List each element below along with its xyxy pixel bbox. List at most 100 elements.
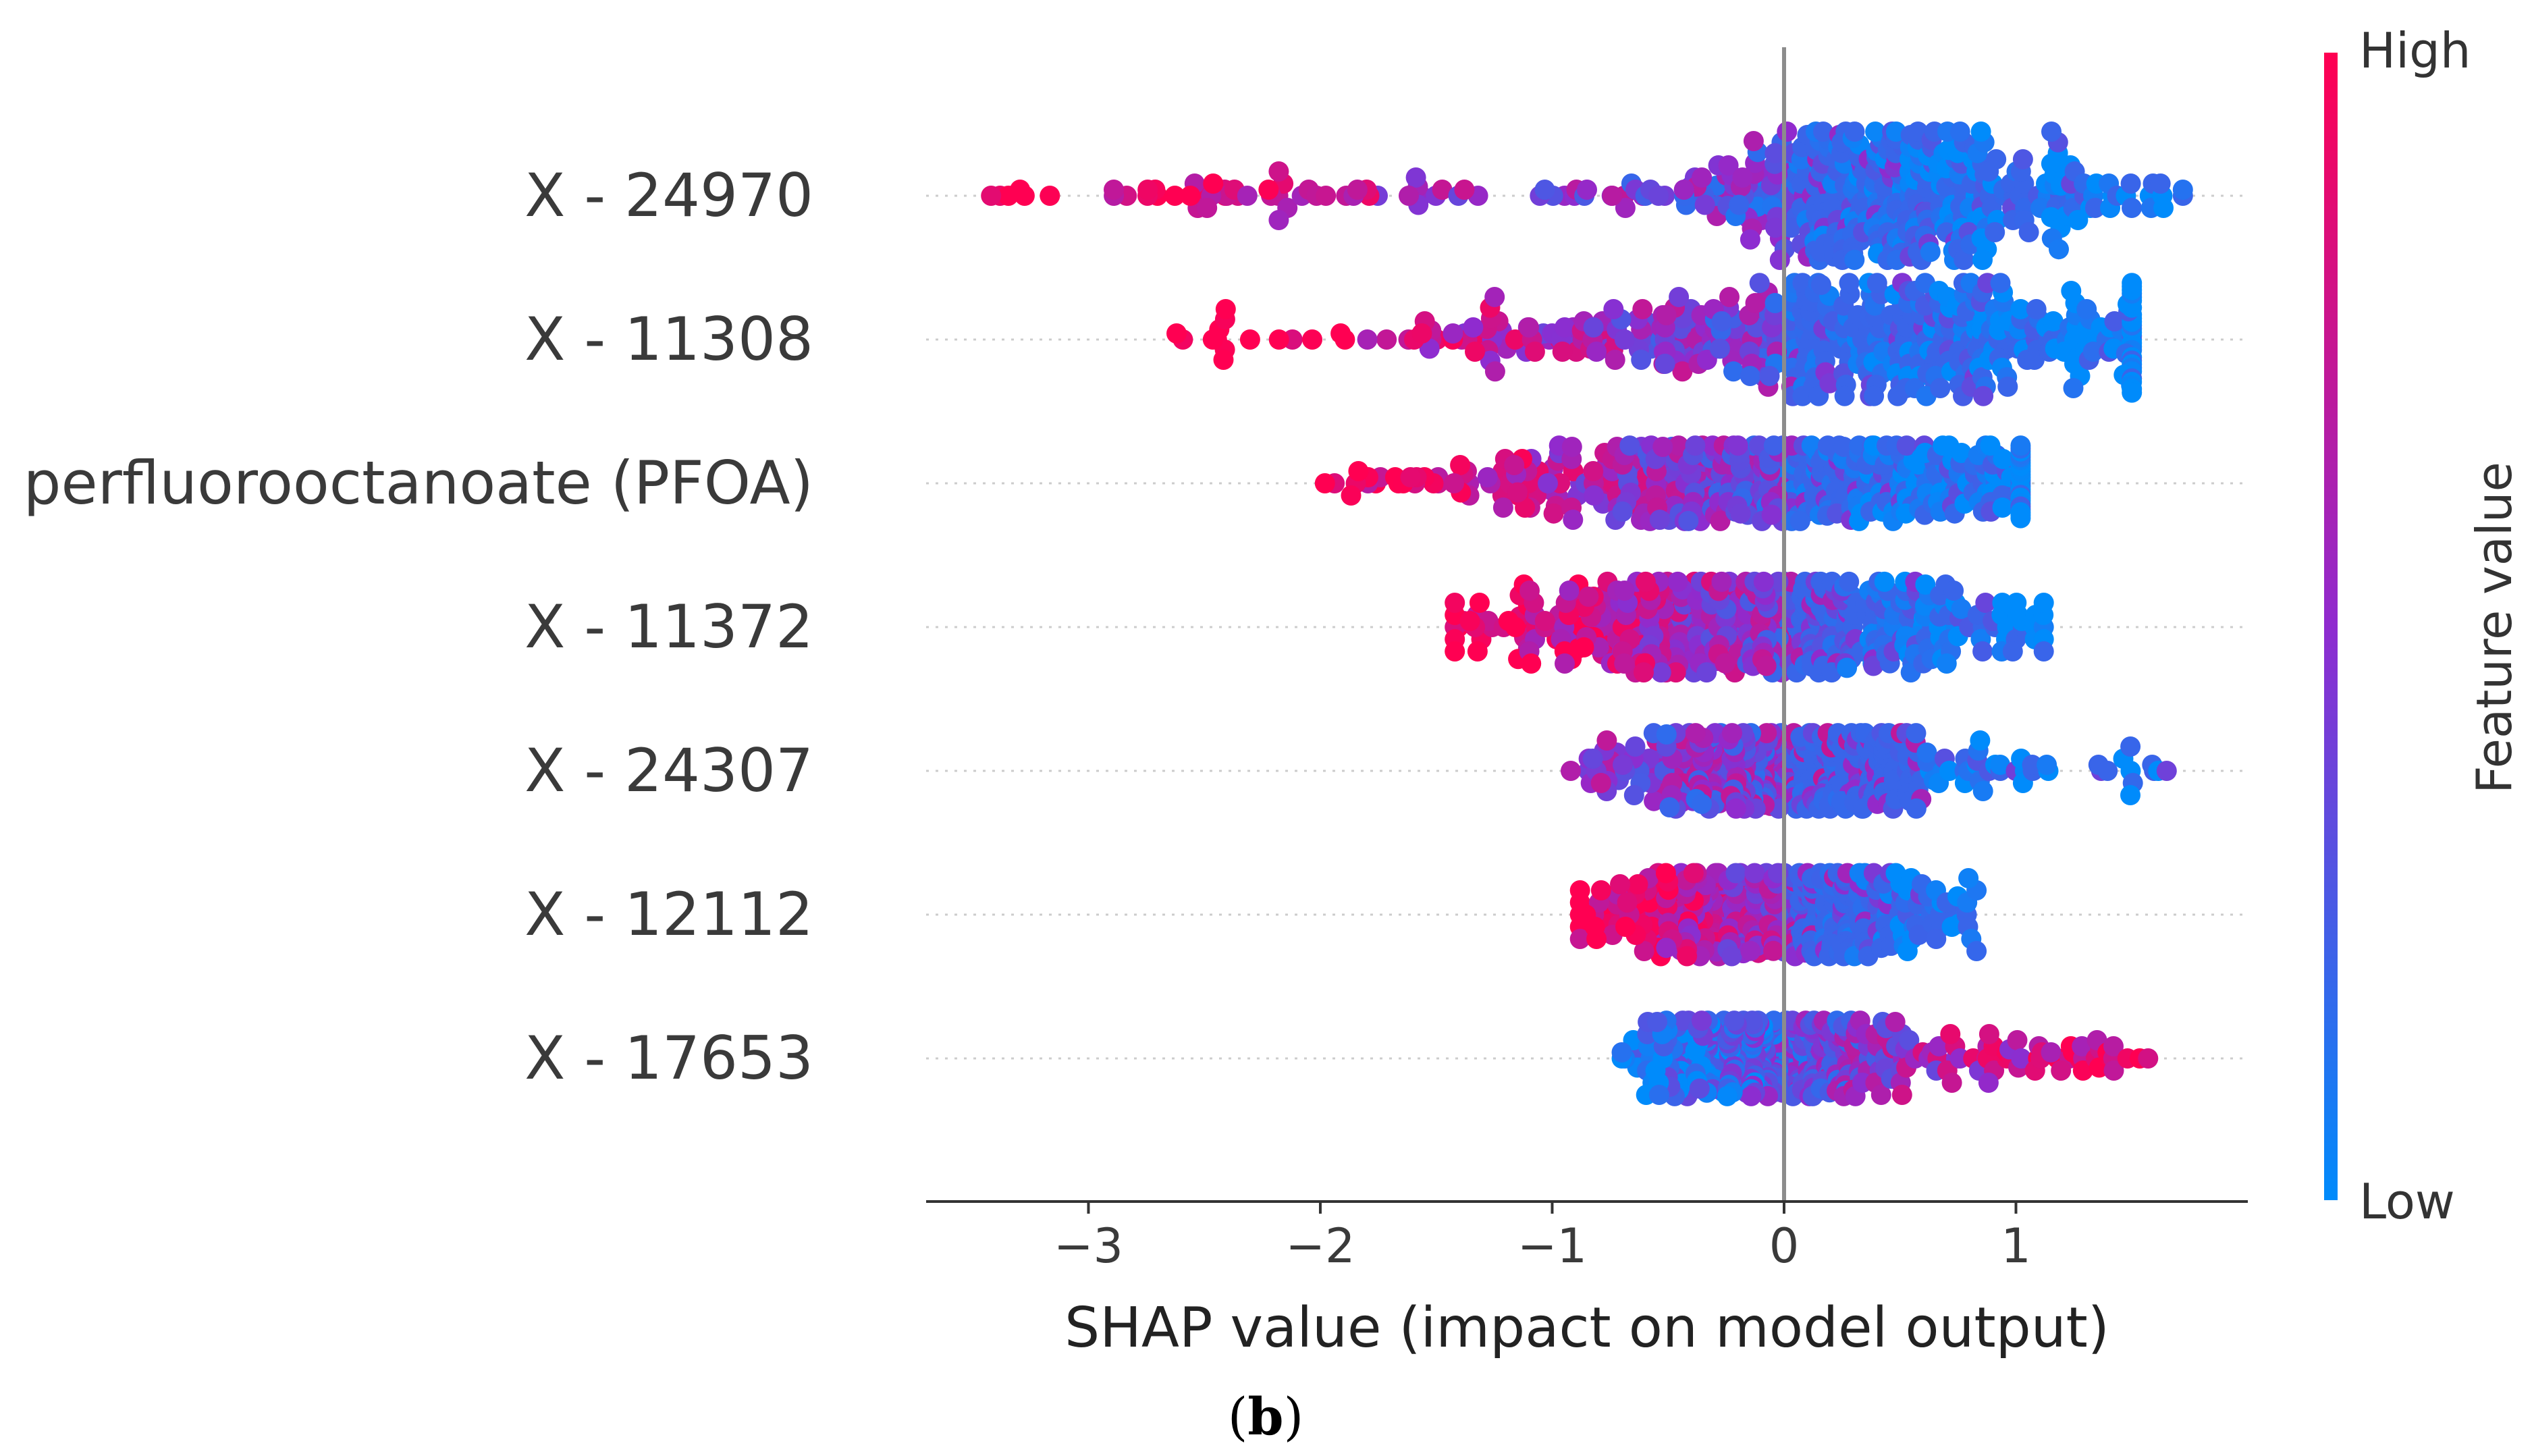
shap-point	[1930, 378, 1951, 398]
shap-point	[2010, 299, 2031, 319]
colorbar-title: Feature value	[2466, 462, 2523, 794]
shap-point	[1477, 467, 1498, 487]
shap-point	[1730, 503, 1751, 524]
shap-point	[1519, 317, 1539, 338]
shap-point	[1683, 863, 1704, 884]
x-axis-title: SHAP value (impact on model output)	[1065, 1296, 2109, 1360]
feature-label: perfluorooctanoate (PFOA)	[24, 448, 813, 518]
shap-point	[2156, 761, 2177, 781]
shap-point	[1561, 437, 1582, 457]
shap-point	[1765, 143, 1785, 163]
colorbar-high-label: High	[2359, 22, 2471, 79]
x-tick-label: −2	[1285, 1218, 1355, 1274]
feature-labels: X - 24970 X - 11308 perfluorooctanoate (PF…	[24, 161, 813, 1093]
shap-point	[1990, 273, 2011, 294]
shap-point	[1723, 361, 1744, 382]
beeswarm-points	[981, 122, 2193, 1106]
feature-label: X - 12112	[524, 880, 813, 949]
shap-point	[1763, 940, 1784, 961]
shap-point	[1677, 946, 1698, 967]
shap-point	[1613, 755, 1633, 775]
shap-point	[1980, 435, 2001, 456]
shap-point	[1631, 350, 1652, 370]
shap-point	[1647, 1012, 1667, 1032]
shap-point	[1908, 925, 1929, 945]
shap-point	[1765, 217, 1785, 238]
shap-point	[1459, 611, 1480, 631]
shap-point	[2033, 641, 2054, 662]
shap-point	[1469, 593, 1490, 613]
shap-point	[1986, 149, 2007, 169]
shap-point	[2043, 311, 2064, 331]
shap-point	[1949, 122, 1970, 142]
shap-point	[1656, 724, 1677, 745]
shap-point	[1709, 338, 1730, 359]
shap-point	[1348, 461, 1369, 481]
shap-point	[1759, 366, 1780, 386]
shap-point	[1972, 641, 1993, 662]
shap-point	[1763, 435, 1784, 456]
shap-point	[1915, 574, 1936, 595]
shap-point	[1584, 485, 1605, 506]
shap-point	[1400, 467, 1421, 487]
shap-point	[2041, 122, 2062, 142]
shap-point	[2072, 1060, 2093, 1081]
shap-point	[1648, 1085, 1669, 1105]
shap-point	[2041, 1042, 2062, 1062]
shap-point	[1659, 797, 1680, 817]
shap-point	[1614, 581, 1635, 601]
shap-point	[1180, 186, 1201, 206]
shap-point	[1753, 571, 1774, 592]
shap-point	[2061, 281, 2082, 301]
shap-point	[2103, 1036, 2124, 1056]
shap-point	[1943, 581, 1964, 601]
feature-label: X - 24307	[524, 736, 813, 805]
shap-point	[1603, 299, 1624, 319]
shap-point	[1710, 510, 1731, 531]
shap-point	[1721, 946, 1742, 967]
shap-point	[1743, 131, 1764, 151]
shap-point	[1863, 655, 1884, 676]
shap-point	[1563, 510, 1584, 530]
shap-point	[2150, 173, 2171, 194]
shap-point	[1649, 510, 1670, 530]
shap-point	[1602, 186, 1623, 206]
shap-point	[2084, 198, 2105, 218]
panel-label-open: (	[1228, 1386, 1248, 1447]
shap-point	[1504, 455, 1525, 475]
colorbar: High Low Feature value	[2324, 22, 2523, 1230]
shap-point	[1634, 662, 1654, 683]
feature-label: X - 11372	[524, 592, 813, 662]
shap-point	[1040, 186, 1060, 206]
shap-point	[1316, 186, 1337, 206]
shap-point	[1954, 250, 1974, 270]
shap-point	[2010, 435, 2031, 456]
shap-point	[1465, 342, 1485, 362]
shap-point	[1399, 186, 1419, 206]
shap-point	[1543, 503, 1564, 524]
shap-point	[2103, 1060, 2124, 1081]
shap-point	[2120, 736, 2141, 757]
shap-point	[1605, 350, 1625, 370]
shap-point	[1524, 342, 1545, 362]
shap-point	[1538, 473, 1558, 493]
shap-point	[1891, 1085, 1912, 1105]
shap-point	[1443, 323, 1463, 344]
shap-point	[1623, 785, 1644, 805]
shap-point	[1897, 941, 1918, 961]
shap-point	[1978, 1024, 1999, 1044]
shap-point	[1749, 273, 1770, 294]
shap-point	[1874, 571, 1895, 592]
shap-point	[1521, 653, 1542, 674]
shap-point	[1725, 863, 1746, 884]
shap-point	[1619, 435, 1640, 456]
shap-point	[1789, 510, 1810, 531]
shap-point	[1635, 571, 1656, 592]
shap-point	[1341, 485, 1362, 506]
shap-point	[1614, 653, 1635, 674]
shap-point	[1357, 329, 1378, 350]
shap-point	[2033, 593, 2054, 613]
shap-point	[1268, 210, 1289, 230]
shap-point	[1939, 761, 1960, 781]
